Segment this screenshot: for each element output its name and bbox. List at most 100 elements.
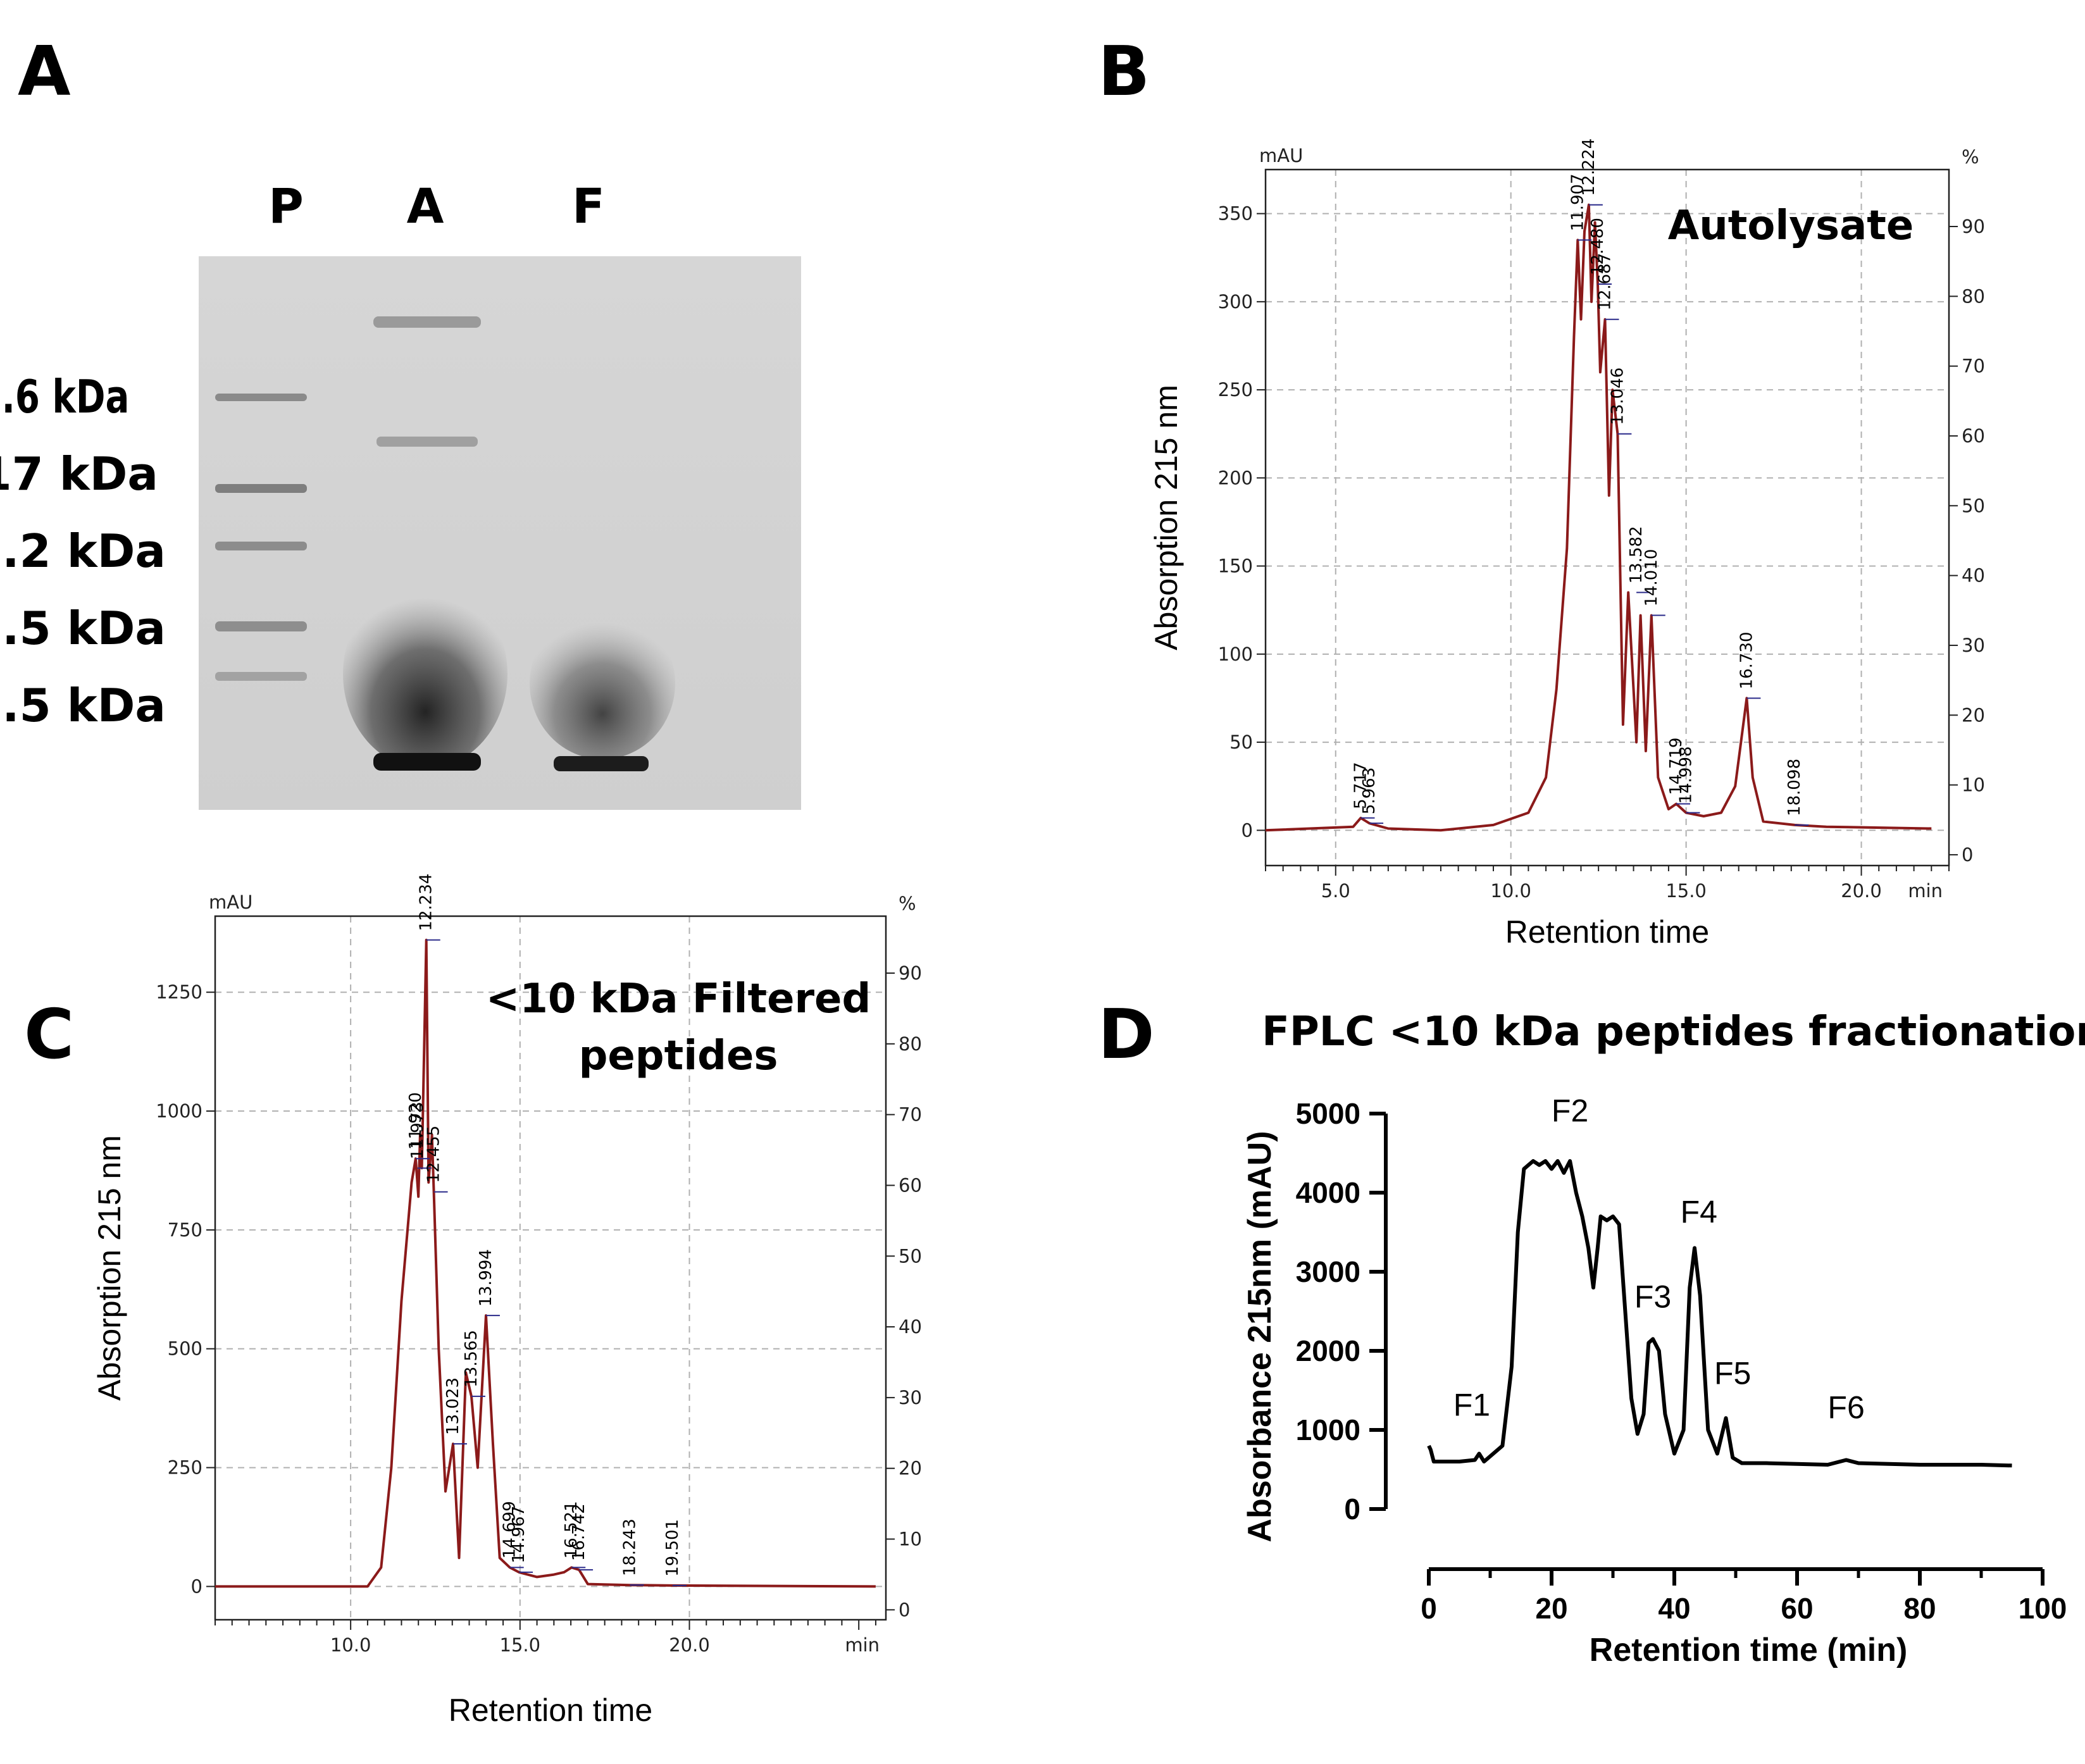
y2-tick-label: 50 <box>1962 495 1985 516</box>
y-tick-label: 0 <box>1344 1493 1360 1525</box>
y2-tick-label: 90 <box>899 962 922 984</box>
fraction-label: F2 <box>1552 1093 1588 1129</box>
right-unit-label: % <box>899 893 916 914</box>
y-tick-label: 50 <box>1229 731 1253 753</box>
y2-tick-label: 60 <box>899 1174 922 1196</box>
y2-tick-label: 20 <box>899 1458 922 1479</box>
x-tick-label: 40 <box>1658 1592 1690 1625</box>
y2-tick-label: 50 <box>899 1245 922 1267</box>
chromatogram-trace <box>1265 203 1932 832</box>
x-tick-label: 5.0 <box>1321 880 1350 902</box>
lane-label-a: A <box>407 178 444 234</box>
peak-label: 18.243 <box>620 1519 639 1576</box>
x-axis-title: Retention time <box>449 1693 652 1728</box>
x-tick-label: 80 <box>1903 1592 1936 1625</box>
x-tick-label: 20 <box>1535 1592 1567 1625</box>
peak-label: 12.234 <box>417 874 436 931</box>
marker-label-14-2: 14.2 kDa <box>0 525 166 578</box>
y2-tick-label: 0 <box>1962 844 1973 866</box>
panel-a: A P A F <box>0 32 801 810</box>
y2-tick-label: 70 <box>899 1104 922 1126</box>
peak-label: 19.501 <box>663 1519 682 1577</box>
y-tick-label: 4000 <box>1296 1176 1360 1209</box>
y2-tick-label: 40 <box>899 1316 922 1338</box>
y2-tick-label: 40 <box>1962 565 1985 587</box>
y-tick-label: 750 <box>168 1219 202 1241</box>
peak-label: 11.973 <box>408 1102 427 1159</box>
peak-label: 13.582 <box>1627 526 1646 583</box>
y-axis-title: Absorbance 215nm (mAU) <box>1242 1131 1278 1542</box>
y-tick-label: 350 <box>1218 203 1253 225</box>
panel-letter-a: A <box>18 32 71 111</box>
peak-label: 12.224 <box>1579 139 1598 196</box>
y-tick-label: 2000 <box>1296 1334 1360 1367</box>
peak-label: 14.719 <box>1667 738 1686 795</box>
y2-tick-label: 30 <box>1962 635 1985 656</box>
y-tick-label: 150 <box>1218 556 1253 577</box>
y2-tick-label: 10 <box>1962 774 1985 796</box>
y2-tick-label: 90 <box>1962 216 1985 237</box>
x-tick-label: 0 <box>1421 1592 1437 1625</box>
panel-letter-d: D <box>1098 995 1155 1074</box>
peak-label: 13.994 <box>476 1249 495 1307</box>
peak-label: 11.907 <box>1568 173 1587 231</box>
marker-label-26-6: 26.6 kDa <box>0 371 129 424</box>
peak-label: 14.010 <box>1642 549 1661 607</box>
y-tick-label: 250 <box>168 1457 202 1479</box>
chromatogram-trace <box>215 938 876 1588</box>
x-tick-label: 10.0 <box>330 1634 371 1656</box>
peak-label: 13.023 <box>444 1377 463 1435</box>
y2-tick-label: 30 <box>899 1387 922 1408</box>
left-unit-label: mAU <box>1259 145 1303 166</box>
x-tick-label: 15.0 <box>500 1634 541 1656</box>
peak-label: 12.687 <box>1596 253 1615 311</box>
peak-label: 13.565 <box>462 1330 481 1388</box>
fraction-label: F1 <box>1453 1388 1490 1423</box>
y-tick-label: 500 <box>168 1338 202 1360</box>
y-tick-label: 300 <box>1218 291 1253 313</box>
peak-label: 13.046 <box>1608 368 1627 425</box>
x-tick-label: 20.0 <box>1841 880 1882 902</box>
lane-label-f: F <box>572 178 605 234</box>
peak-label: 16.521 <box>562 1501 581 1558</box>
x-tick-label: 60 <box>1781 1592 1813 1625</box>
x-tick-label: 20.0 <box>669 1634 710 1656</box>
y2-tick-label: 10 <box>899 1529 922 1550</box>
fplc-trace <box>1427 1159 2012 1468</box>
panel-letter-c: C <box>24 995 74 1074</box>
peak-label: 14.998 <box>1677 746 1696 804</box>
x-tick-label: 100 <box>2019 1592 2067 1625</box>
y2-tick-label: 0 <box>899 1599 910 1620</box>
x-tick-label: 10.0 <box>1490 880 1531 902</box>
y-axis-title: Absorption 215 nm <box>1148 385 1184 650</box>
y-tick-label: 100 <box>1218 643 1253 665</box>
x-unit-label: min <box>1908 880 1943 902</box>
panel-d: D FPLC <10 kDa peptides fractionation 0 1… <box>1098 995 2085 1668</box>
y2-tick-label: 60 <box>1962 425 1985 447</box>
y-axis-title: Absorption 215 nm <box>92 1135 127 1401</box>
panel-b: B 5.0 10.0 15.0 20.0 min05010015020025030035… <box>1098 32 1985 950</box>
y2-tick-label: 80 <box>899 1033 922 1055</box>
y-tick-label: 200 <box>1218 467 1253 488</box>
marker-label-17: 17 kDa <box>0 447 158 500</box>
peak-label: 5.963 <box>1360 767 1379 814</box>
y-tick-label: 5000 <box>1296 1097 1360 1130</box>
y-tick-label: 250 <box>1218 379 1253 401</box>
peak-label: 5.717 <box>1351 762 1370 809</box>
panel-letter-b: B <box>1098 32 1150 111</box>
y2-tick-label: 20 <box>1962 704 1985 726</box>
sample-label-filtered-line1: <10 kDa Filtered <box>486 976 871 1022</box>
peak-label: 11.920 <box>406 1092 425 1150</box>
lane-label-p: P <box>268 178 304 234</box>
x-unit-label: min <box>845 1634 880 1656</box>
y-tick-label: 0 <box>1242 819 1253 841</box>
chromatogram-b: 5.0 10.0 15.0 20.0 min 0 50 100 150 200 250 300 350 0… <box>1148 139 1985 950</box>
x-axis-title: Retention time <box>1505 914 1709 950</box>
plot-frame <box>1264 168 1950 867</box>
marker-label-6-5: 6.5 kDa <box>0 602 166 655</box>
peak-label: 14.967 <box>509 1506 528 1563</box>
fplc-title: FPLC <10 kDa peptides fractionation <box>1262 1009 2085 1055</box>
peak-label: 16.742 <box>569 1503 588 1561</box>
panel-c: C 10.0 15.0 20.0 min 0 250 500 750 1000 1250 0 10 20… <box>24 874 922 1728</box>
